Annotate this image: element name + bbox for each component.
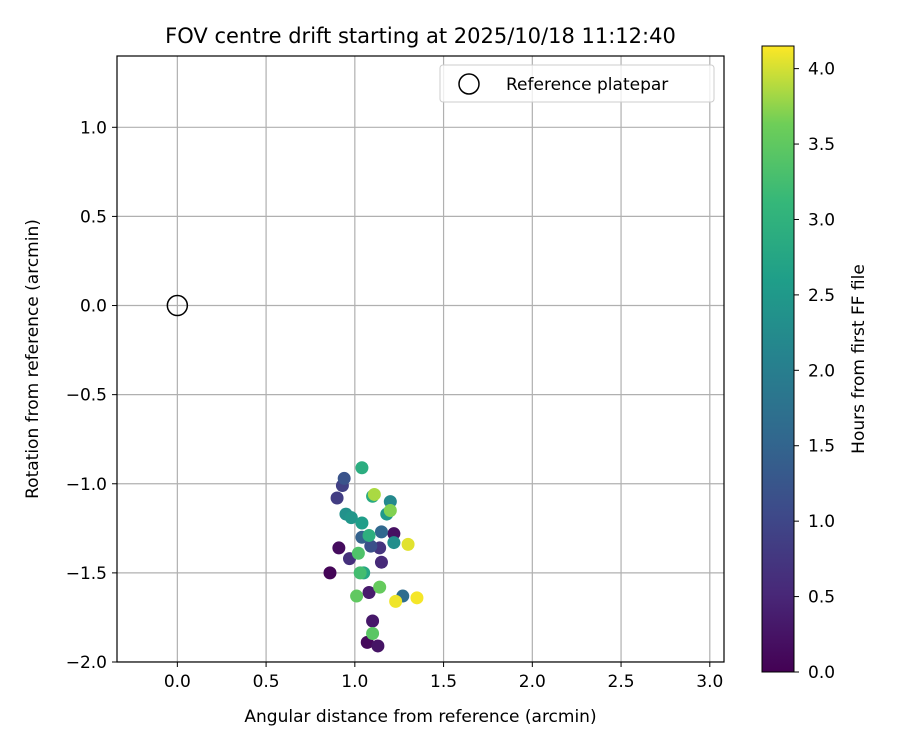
colorbar: 0.0 0.5 1.0 1.5 2.0 2.5 3.0 3.5 4.0 Hours from f… bbox=[761, 45, 869, 683]
scatter-point bbox=[387, 536, 401, 550]
scatter-point bbox=[330, 491, 344, 505]
scatter-point bbox=[374, 555, 388, 569]
scatter-point bbox=[410, 591, 424, 605]
x-tick-label: 1.0 bbox=[341, 672, 368, 692]
legend-marker-open-circle bbox=[458, 73, 480, 95]
y-tick-label: 0.5 bbox=[80, 207, 107, 227]
scatter-point bbox=[364, 539, 378, 553]
colorbar-tick-label: 1.0 bbox=[808, 512, 835, 532]
chart-title: FOV centre drift starting at 2025/10/18 … bbox=[165, 24, 676, 48]
grid-lines bbox=[117, 56, 724, 662]
colorbar-tick-label: 4.0 bbox=[808, 60, 835, 80]
y-tick-label: 1.0 bbox=[80, 118, 107, 138]
scatter-point bbox=[389, 594, 403, 608]
y-tick-label: 0.0 bbox=[80, 297, 107, 317]
scatter-point bbox=[351, 546, 365, 560]
scatter-points bbox=[323, 461, 424, 653]
colorbar-tick-label: 3.5 bbox=[808, 135, 835, 155]
scatter-point bbox=[353, 566, 367, 580]
scatter-point bbox=[350, 589, 364, 603]
y-tick-label: −1.0 bbox=[66, 475, 107, 495]
scatter-point bbox=[374, 525, 388, 539]
colorbar-tick-label: 2.0 bbox=[808, 361, 835, 381]
legend-box bbox=[439, 64, 715, 103]
scatter-point bbox=[373, 580, 387, 594]
scatter-point bbox=[332, 541, 346, 555]
colorbar-tick-label: 1.5 bbox=[808, 437, 835, 457]
scatter-point bbox=[401, 537, 415, 551]
colorbar-tick-label: 3.0 bbox=[808, 210, 835, 230]
legend-label-reference-platepar: Reference platepar bbox=[506, 75, 668, 95]
x-tick-label: 2.5 bbox=[608, 672, 635, 692]
scatter-point bbox=[366, 614, 380, 628]
colorbar-gradient bbox=[761, 45, 795, 673]
x-tick-label: 2.0 bbox=[519, 672, 546, 692]
scatter-point bbox=[367, 487, 381, 501]
colorbar-tick-label: 2.5 bbox=[808, 286, 835, 306]
scatter-point bbox=[366, 626, 380, 640]
x-tick-label: 0.5 bbox=[253, 672, 280, 692]
x-tick-label: 0.0 bbox=[164, 672, 191, 692]
y-tick-label: −1.5 bbox=[66, 564, 107, 584]
scatter-point bbox=[383, 504, 397, 517]
scatter-point bbox=[337, 471, 351, 485]
colorbar-tick-label: 0.0 bbox=[808, 663, 835, 683]
scatter-point bbox=[362, 528, 376, 542]
x-axis-label: Angular distance from reference (arcmin) bbox=[244, 707, 596, 727]
scatter-point bbox=[362, 585, 376, 599]
colorbar-label: Hours from first FF file bbox=[849, 264, 869, 454]
reference-layer bbox=[166, 294, 189, 317]
y-tick-label: −2.0 bbox=[66, 653, 107, 673]
scatter-point bbox=[371, 639, 385, 653]
legend: Reference platepar bbox=[439, 64, 715, 103]
plot-frame bbox=[116, 55, 725, 663]
scatter-point bbox=[344, 511, 358, 525]
x-axis-ticks: 0.0 0.5 1.0 1.5 2.0 2.5 3.0 bbox=[164, 662, 723, 692]
x-tick-label: 3.0 bbox=[696, 672, 723, 692]
scatter-point bbox=[383, 495, 397, 509]
y-axis-ticks: −2.0 −1.5 −1.0 −0.5 0.0 0.5 1.0 bbox=[66, 118, 117, 673]
scatter-point bbox=[355, 461, 369, 475]
reference-platepar-marker bbox=[166, 294, 189, 317]
x-tick-label: 1.5 bbox=[430, 672, 457, 692]
plot-area bbox=[117, 56, 724, 662]
y-axis-label: Rotation from reference (arcmin) bbox=[23, 219, 43, 499]
colorbar-ticks: 0.0 0.5 1.0 1.5 2.0 2.5 3.0 3.5 4.0 bbox=[794, 60, 835, 683]
colorbar-tick-label: 0.5 bbox=[808, 588, 835, 608]
scatter-point bbox=[387, 527, 401, 541]
scatter-point bbox=[323, 566, 337, 580]
y-tick-label: −0.5 bbox=[66, 386, 107, 406]
scatter-point bbox=[355, 516, 369, 530]
